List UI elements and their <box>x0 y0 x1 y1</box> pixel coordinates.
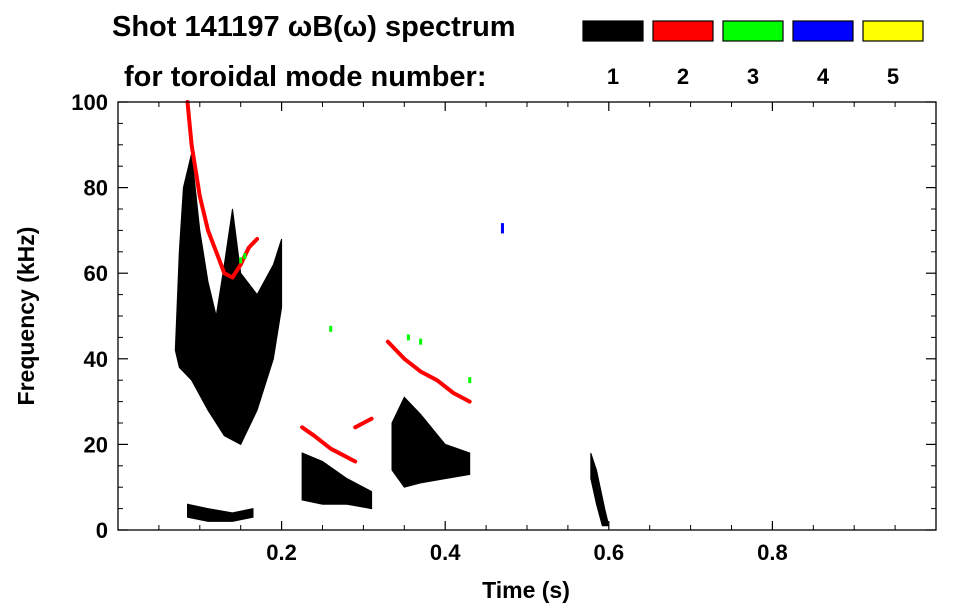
legend-swatch-1 <box>582 20 644 42</box>
legend-label-5: 5 <box>887 64 899 89</box>
legend-label-4: 4 <box>817 64 830 89</box>
series-mode-3-9-point-5 <box>329 325 333 332</box>
y-tick-label-1: 20 <box>84 432 108 457</box>
y-tick-label-0: 0 <box>96 518 108 543</box>
series-mode-1-0-region <box>174 153 283 446</box>
y-tick-label-4: 80 <box>84 176 108 201</box>
series-mode-1-4-region <box>187 503 254 522</box>
y-tick-label-5: 100 <box>71 90 108 115</box>
legend-swatch-4 <box>792 20 854 42</box>
series-mode-3-9-point-1 <box>243 253 247 260</box>
plot-area: 0.2 0.4 0.6 0.8 0 20 40 60 80 100 <box>71 90 937 565</box>
y-tick-label-2: 40 <box>84 347 108 372</box>
x-axis-label: Time (s) <box>482 577 570 603</box>
y-tick-label-3: 60 <box>84 261 108 286</box>
y-axis-label: Frequency (kHz) <box>13 227 39 406</box>
series-mode-4-10-point-0 <box>500 223 504 230</box>
legend-label-2: 2 <box>677 64 689 89</box>
series-layer <box>174 100 610 527</box>
x-tick-label-1: 0.4 <box>430 540 461 565</box>
legend: 1 2 3 4 5 <box>582 20 924 89</box>
series-mode-1-1-region <box>301 452 373 510</box>
series-mode-1-2-region <box>391 396 471 488</box>
series-mode-3-9-point-0 <box>239 257 243 264</box>
legend-swatch-2 <box>652 20 714 42</box>
series-mode-1-3-region <box>590 452 610 527</box>
chart-title-line1: Shot 141197 ωB(ω) spectrum <box>112 11 516 43</box>
series-mode-3-9-point-2 <box>406 334 410 341</box>
series-mode-2-7-line <box>385 339 472 404</box>
series-mode-3-9-point-4 <box>468 377 472 384</box>
x-tick-label-0: 0.2 <box>266 540 297 565</box>
legend-swatch-3 <box>722 20 784 42</box>
axis-ticks: 0.2 0.4 0.6 0.8 0 20 40 60 80 100 <box>71 90 936 565</box>
x-tick-label-3: 0.8 <box>757 540 788 565</box>
chart-title-line2: for toroidal mode number: <box>124 61 487 93</box>
series-mode-3-9-point-3 <box>419 338 423 345</box>
x-tick-label-2: 0.6 <box>594 540 625 565</box>
series-mode-4-10-point-1 <box>500 227 504 234</box>
legend-swatch-5 <box>862 20 924 42</box>
legend-label-3: 3 <box>747 64 759 89</box>
legend-label-1: 1 <box>607 64 619 89</box>
series-mode-2-8-line <box>353 416 374 430</box>
series-mode-2-6-line <box>300 425 358 464</box>
